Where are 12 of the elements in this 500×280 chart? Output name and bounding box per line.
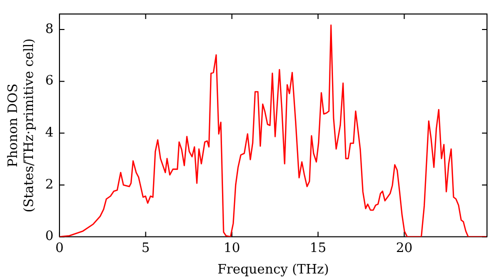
y-tick-label: 8 xyxy=(45,22,54,37)
y-tick-label: 4 xyxy=(45,126,54,141)
x-tick-label: 5 xyxy=(142,240,150,256)
x-tick-label: 10 xyxy=(224,240,240,256)
y-tick-label: 6 xyxy=(45,74,54,89)
y-axis-title: Phonon DOS (States/THz·primitive cell) xyxy=(6,38,37,212)
y-tick-label: 2 xyxy=(45,177,54,192)
x-tick-label: 0 xyxy=(55,240,64,256)
x-tick-label: 15 xyxy=(310,240,326,256)
x-axis-title: Frequency (THz) xyxy=(218,262,329,278)
x-tick-label: 20 xyxy=(396,240,413,256)
y-tick-label: 0 xyxy=(45,229,54,244)
